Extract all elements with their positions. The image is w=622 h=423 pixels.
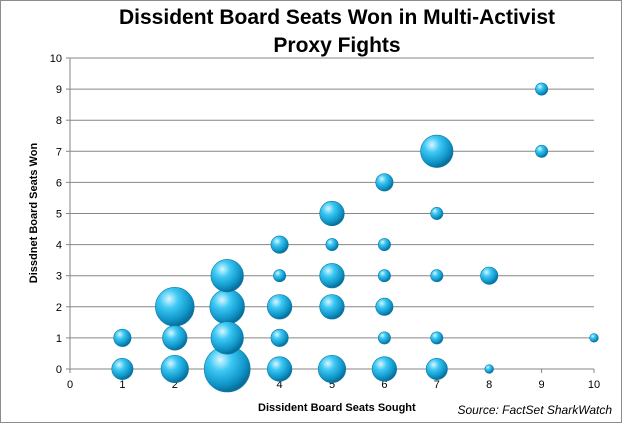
bubble-point: [377, 238, 391, 252]
bubble-point: [210, 321, 244, 355]
bubble-point: [480, 266, 499, 285]
x-axis-label: Dissident Board Seats Sought: [258, 402, 416, 414]
bubble-point: [420, 134, 454, 168]
y-axis-label: Dissdnet Board Seats Won: [28, 142, 40, 284]
source-note: Source: FactSet SharkWatch: [457, 403, 612, 417]
bubble-point: [377, 269, 391, 283]
bubble-point: [425, 358, 448, 380]
x-tick-label: 8: [486, 379, 492, 391]
x-tick-label: 0: [67, 379, 73, 391]
x-tick-label: 7: [434, 379, 440, 391]
y-tick-label: 8: [56, 115, 62, 127]
chart-title-line-1: Dissident Board Seats Won in Multi-Activ…: [119, 6, 555, 29]
chart-title: Dissident Board Seats Won in Multi-Activ…: [0, 4, 622, 60]
x-tick-label: 5: [329, 379, 335, 391]
y-tick-label: 2: [56, 302, 62, 314]
bubble-point: [270, 328, 289, 347]
bubble-point: [155, 287, 195, 327]
bubble-point: [113, 328, 132, 347]
bubble-point: [375, 297, 394, 316]
bubble-point: [111, 358, 134, 380]
bubble-point: [210, 259, 244, 293]
bubble-point: [484, 364, 494, 374]
bubble-point: [319, 263, 345, 289]
y-tick-label: 1: [56, 333, 62, 345]
y-tick-label: 5: [56, 209, 62, 221]
x-tick-label: 9: [539, 379, 545, 391]
bubble-point: [267, 294, 293, 320]
bubble-point: [325, 238, 339, 252]
bubble-point: [270, 235, 289, 254]
bubble-point: [209, 289, 245, 325]
x-tick-label: 10: [588, 379, 600, 391]
y-tick-label: 0: [56, 364, 62, 376]
bubbles: [111, 82, 599, 393]
bubble-point: [430, 207, 444, 220]
y-tick-label: 3: [56, 271, 62, 283]
bubble-point: [371, 356, 397, 382]
chart-title-line-2: Proxy Fights: [273, 34, 401, 57]
bubble-point: [430, 269, 444, 283]
bubble-point: [319, 200, 345, 227]
bubble-point: [589, 333, 599, 343]
y-tick-label: 4: [56, 240, 62, 252]
bubble-point: [377, 331, 391, 345]
x-tick-label: 1: [119, 379, 125, 391]
y-tick-label: 6: [56, 177, 62, 189]
y-tick-label: 7: [56, 146, 62, 158]
y-tick-label: 10: [50, 53, 62, 65]
bubble-point: [319, 294, 345, 320]
x-tick-label: 4: [277, 379, 283, 391]
x-tick-label: 2: [172, 379, 178, 391]
bubble-point: [267, 356, 293, 382]
bubble-point: [535, 82, 549, 96]
bubble-point: [317, 354, 347, 384]
bubble-point: [375, 173, 394, 192]
bubble-point: [162, 325, 188, 351]
bubble-point: [273, 269, 287, 283]
bubble-point: [430, 331, 444, 345]
bubble-point: [160, 354, 189, 384]
y-tick-label: 9: [56, 84, 62, 96]
x-tick-label: 6: [381, 379, 387, 391]
bubble-point: [535, 144, 549, 158]
